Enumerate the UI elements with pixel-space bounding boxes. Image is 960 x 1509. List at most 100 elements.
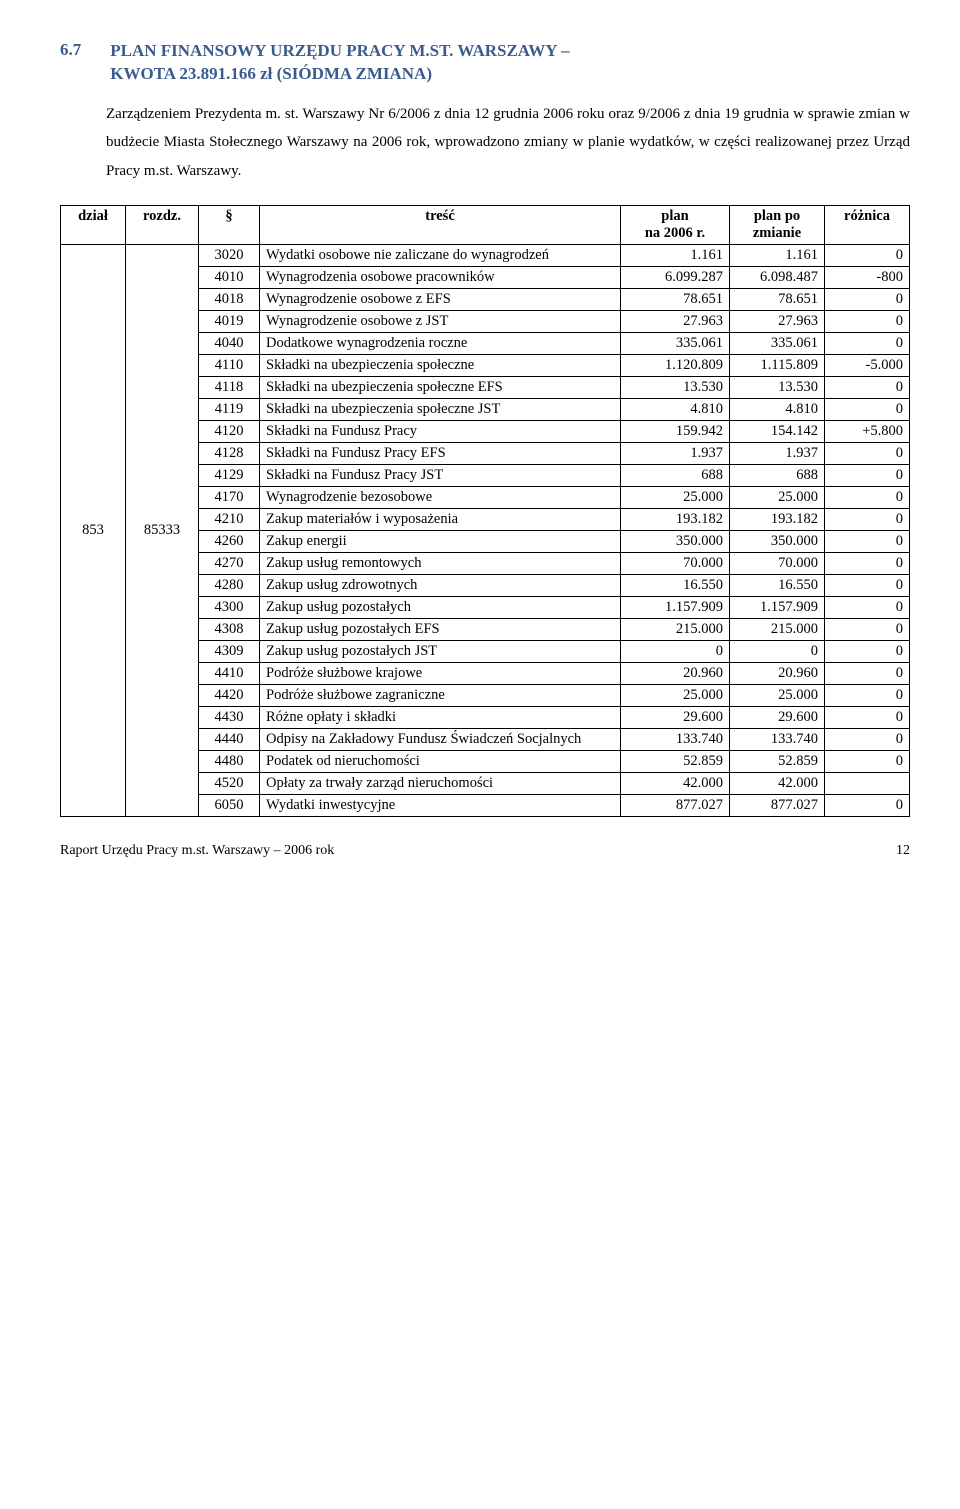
par-cell: 4260 [199, 531, 260, 553]
par-cell: 4309 [199, 641, 260, 663]
tresc-cell: Wydatki inwestycyjne [260, 795, 621, 817]
par-cell: 4128 [199, 443, 260, 465]
section-title: PLAN FINANSOWY URZĘDU PRACY M.ST. WARSZA… [110, 40, 760, 86]
tresc-cell: Wynagrodzenia osobowe pracowników [260, 267, 621, 289]
plan-cell: 16.550 [621, 575, 730, 597]
planpo-cell: 133.740 [730, 729, 825, 751]
planpo-cell: 1.161 [730, 245, 825, 267]
roznica-cell: 0 [825, 641, 910, 663]
col-planpo: plan pozmianie [730, 206, 825, 245]
roznica-cell: 0 [825, 707, 910, 729]
par-cell: 4480 [199, 751, 260, 773]
planpo-cell: 350.000 [730, 531, 825, 553]
plan-cell: 350.000 [621, 531, 730, 553]
par-cell: 4119 [199, 399, 260, 421]
roznica-cell: 0 [825, 399, 910, 421]
tresc-cell: Składki na Fundusz Pracy EFS [260, 443, 621, 465]
planpo-cell: 20.960 [730, 663, 825, 685]
col-tresc: treść [260, 206, 621, 245]
plan-cell: 688 [621, 465, 730, 487]
col-roz: różnica [825, 206, 910, 245]
planpo-cell: 4.810 [730, 399, 825, 421]
planpo-cell: 215.000 [730, 619, 825, 641]
par-cell: 4430 [199, 707, 260, 729]
roznica-cell: 0 [825, 311, 910, 333]
col-dzial: dział [61, 206, 126, 245]
tresc-cell: Podatek od nieruchomości [260, 751, 621, 773]
rozdz-cell: 85333 [126, 245, 199, 817]
tresc-cell: Zakup usług remontowych [260, 553, 621, 575]
tresc-cell: Składki na Fundusz Pracy JST [260, 465, 621, 487]
roznica-cell: 0 [825, 531, 910, 553]
tresc-cell: Składki na ubezpieczenia społeczne JST [260, 399, 621, 421]
plan-cell: 1.937 [621, 443, 730, 465]
col-rozdz: rozdz. [126, 206, 199, 245]
tresc-cell: Podróże służbowe krajowe [260, 663, 621, 685]
roznica-cell: 0 [825, 663, 910, 685]
roznica-cell: 0 [825, 795, 910, 817]
par-cell: 4120 [199, 421, 260, 443]
planpo-cell: 1.937 [730, 443, 825, 465]
planpo-cell: 25.000 [730, 487, 825, 509]
planpo-cell: 877.027 [730, 795, 825, 817]
tresc-cell: Zakup usług pozostałych JST [260, 641, 621, 663]
roznica-cell: -800 [825, 267, 910, 289]
roznica-cell: 0 [825, 553, 910, 575]
planpo-cell: 1.157.909 [730, 597, 825, 619]
dzial-cell: 853 [61, 245, 126, 817]
table-body: 853853333020Wydatki osobowe nie zaliczan… [61, 245, 910, 817]
par-cell: 4110 [199, 355, 260, 377]
intro-paragraph: Zarządzeniem Prezydenta m. st. Warszawy … [106, 100, 910, 186]
tresc-cell: Zakup energii [260, 531, 621, 553]
plan-cell: 29.600 [621, 707, 730, 729]
planpo-cell: 16.550 [730, 575, 825, 597]
plan-cell: 42.000 [621, 773, 730, 795]
tresc-cell: Odpisy na Zakładowy Fundusz Świadczeń So… [260, 729, 621, 751]
plan-cell: 133.740 [621, 729, 730, 751]
par-cell: 4019 [199, 311, 260, 333]
par-cell: 4520 [199, 773, 260, 795]
planpo-cell: 52.859 [730, 751, 825, 773]
roznica-cell [825, 773, 910, 795]
par-cell: 4118 [199, 377, 260, 399]
col-par: § [199, 206, 260, 245]
planpo-cell: 78.651 [730, 289, 825, 311]
table-header-row: dział rozdz. § treść planna 2006 r. plan… [61, 206, 910, 245]
plan-cell: 335.061 [621, 333, 730, 355]
tresc-cell: Opłaty za trwały zarząd nieruchomości [260, 773, 621, 795]
table-row: 853853333020Wydatki osobowe nie zaliczan… [61, 245, 910, 267]
par-cell: 4040 [199, 333, 260, 355]
roznica-cell: 0 [825, 487, 910, 509]
roznica-cell: 0 [825, 685, 910, 707]
roznica-cell: 0 [825, 245, 910, 267]
planpo-cell: 42.000 [730, 773, 825, 795]
par-cell: 4129 [199, 465, 260, 487]
tresc-cell: Wynagrodzenie bezosobowe [260, 487, 621, 509]
tresc-cell: Zakup usług zdrowotnych [260, 575, 621, 597]
plan-cell: 70.000 [621, 553, 730, 575]
planpo-cell: 25.000 [730, 685, 825, 707]
roznica-cell: 0 [825, 597, 910, 619]
footer-left: Raport Urzędu Pracy m.st. Warszawy – 200… [60, 843, 334, 859]
planpo-cell: 154.142 [730, 421, 825, 443]
planpo-cell: 70.000 [730, 553, 825, 575]
par-cell: 4170 [199, 487, 260, 509]
roznica-cell: 0 [825, 751, 910, 773]
roznica-cell: 0 [825, 509, 910, 531]
roznica-cell: 0 [825, 729, 910, 751]
plan-cell: 0 [621, 641, 730, 663]
par-cell: 3020 [199, 245, 260, 267]
par-cell: 4280 [199, 575, 260, 597]
section-title-line1: PLAN FINANSOWY URZĘDU PRACY M.ST. WARSZA… [110, 41, 569, 60]
plan-cell: 4.810 [621, 399, 730, 421]
tresc-cell: Wydatki osobowe nie zaliczane do wynagro… [260, 245, 621, 267]
plan-cell: 877.027 [621, 795, 730, 817]
par-cell: 4270 [199, 553, 260, 575]
roznica-cell: -5.000 [825, 355, 910, 377]
roznica-cell: 0 [825, 575, 910, 597]
par-cell: 4010 [199, 267, 260, 289]
par-cell: 4308 [199, 619, 260, 641]
plan-cell: 1.157.909 [621, 597, 730, 619]
plan-cell: 215.000 [621, 619, 730, 641]
section-title-line2: KWOTA 23.891.166 zł (SIÓDMA ZMIANA) [110, 64, 432, 83]
